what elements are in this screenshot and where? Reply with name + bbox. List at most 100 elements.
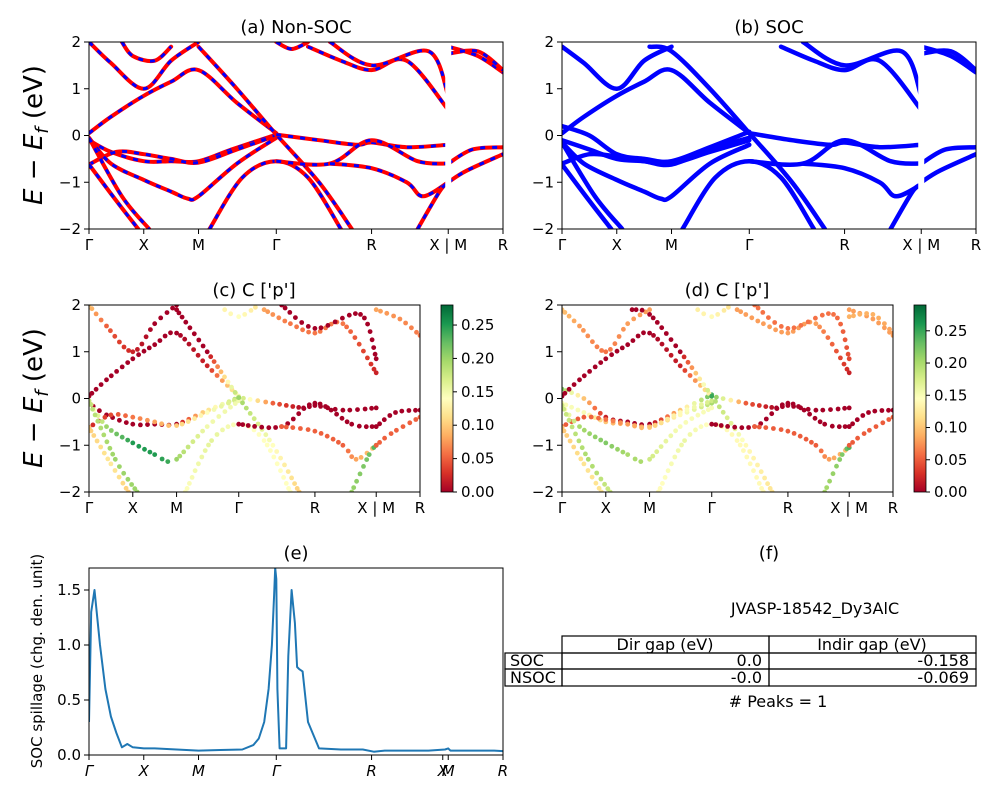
projection-point [665, 468, 671, 474]
band-line [89, 42, 201, 91]
projection-point [121, 470, 127, 476]
path-break [445, 43, 452, 228]
projection-point [657, 486, 663, 491]
projection-point [569, 424, 575, 430]
projection-point [736, 399, 742, 405]
projection-point [102, 414, 108, 420]
projection-point [870, 312, 876, 317]
projection-point [562, 403, 565, 408]
projection-point [184, 486, 190, 491]
projection-point [822, 421, 828, 427]
projection-point [583, 451, 588, 457]
projection-point [846, 356, 852, 362]
projection-point [861, 431, 867, 436]
projection-point [750, 402, 755, 407]
projection-point [687, 373, 693, 378]
projection-point [882, 325, 887, 331]
projection-point [222, 374, 227, 380]
projection-point [363, 424, 369, 430]
projection-point [93, 386, 99, 392]
projection-point [371, 345, 377, 350]
projection-point [829, 341, 835, 347]
projection-point [747, 461, 753, 467]
panel-b-ytick-label: −2 [532, 220, 554, 238]
panel-e-ylabel: SOC spillage (chg. den. unit) [28, 554, 46, 769]
projection-point [699, 402, 704, 407]
colorbar-tick-label: 0.20 [461, 349, 494, 367]
projection-point [186, 341, 192, 347]
projection-point [174, 423, 180, 428]
panel-e-xtick-label: M [442, 762, 455, 780]
projection-point [585, 456, 591, 462]
panel-a-xtick-label: R [498, 236, 508, 254]
projection-point [831, 455, 837, 461]
projection-point [744, 454, 750, 460]
projection-point [174, 456, 180, 462]
panel-c-colorbar-ticks: 0.00 0.05 0.10 0.15 0.20 0.25 [453, 316, 494, 501]
projection-point [372, 351, 378, 357]
projection-point [890, 407, 893, 413]
projection-point [142, 446, 147, 452]
projection-point [240, 422, 246, 427]
projection-point [650, 315, 656, 321]
projection-point [664, 347, 669, 352]
projection-point [803, 436, 809, 442]
projection-point [729, 432, 735, 437]
panel-b-bands [562, 42, 976, 229]
projection-point [581, 414, 587, 420]
projection-point [659, 341, 665, 347]
band-line-dash [197, 45, 354, 229]
projection-point [413, 407, 418, 413]
projection-point [357, 471, 363, 477]
projection-point [846, 370, 852, 376]
projection-point [886, 417, 892, 422]
projection-point [352, 335, 358, 340]
projection-point [818, 448, 824, 454]
projection-point [324, 433, 330, 439]
projection-point [692, 378, 698, 383]
projection-point [317, 401, 323, 407]
projection-point [225, 424, 231, 430]
projection-point [813, 315, 818, 321]
projection-point [737, 442, 743, 448]
projection-point [123, 485, 129, 491]
projection-point [92, 412, 98, 418]
projection-point [562, 310, 568, 315]
projection-point [287, 310, 293, 315]
band-line [446, 48, 503, 73]
projection-point [846, 442, 852, 448]
projection-point [209, 368, 215, 373]
projection-point [373, 307, 379, 313]
projection-point [192, 416, 197, 421]
panel-c-ytick-label: 0 [71, 390, 81, 408]
projection-point [842, 405, 847, 411]
panel-a-xtick-label: R [366, 236, 376, 254]
projection-point [126, 489, 131, 492]
band-line-dash [89, 137, 151, 229]
band-line-dash [307, 45, 450, 111]
projection-point [164, 310, 170, 315]
panel-b-xtick-label: X | M [902, 236, 940, 254]
projection-point [414, 329, 419, 335]
band-line-dash [89, 42, 200, 91]
projection-point [630, 338, 636, 343]
projection-point [417, 333, 420, 338]
band-line-dash [447, 145, 503, 165]
panel-e-xtick-label: R [366, 762, 376, 780]
projection-point [873, 424, 879, 429]
projection-point [99, 419, 105, 424]
projection-point [721, 308, 727, 313]
panel-f-system-label: JVASP-18542_Dy3AlC [730, 599, 899, 619]
projection-point [701, 382, 707, 387]
projection-point [834, 348, 839, 354]
projection-point [377, 421, 382, 427]
projection-point [89, 305, 92, 308]
projection-point [323, 404, 328, 409]
projection-point [763, 416, 769, 422]
panel-d-ytick-label: 2 [544, 296, 554, 314]
projection-point [143, 334, 149, 340]
projection-point [573, 431, 578, 437]
projection-point [715, 312, 721, 317]
projection-point [285, 469, 291, 474]
projection-point [384, 310, 390, 316]
